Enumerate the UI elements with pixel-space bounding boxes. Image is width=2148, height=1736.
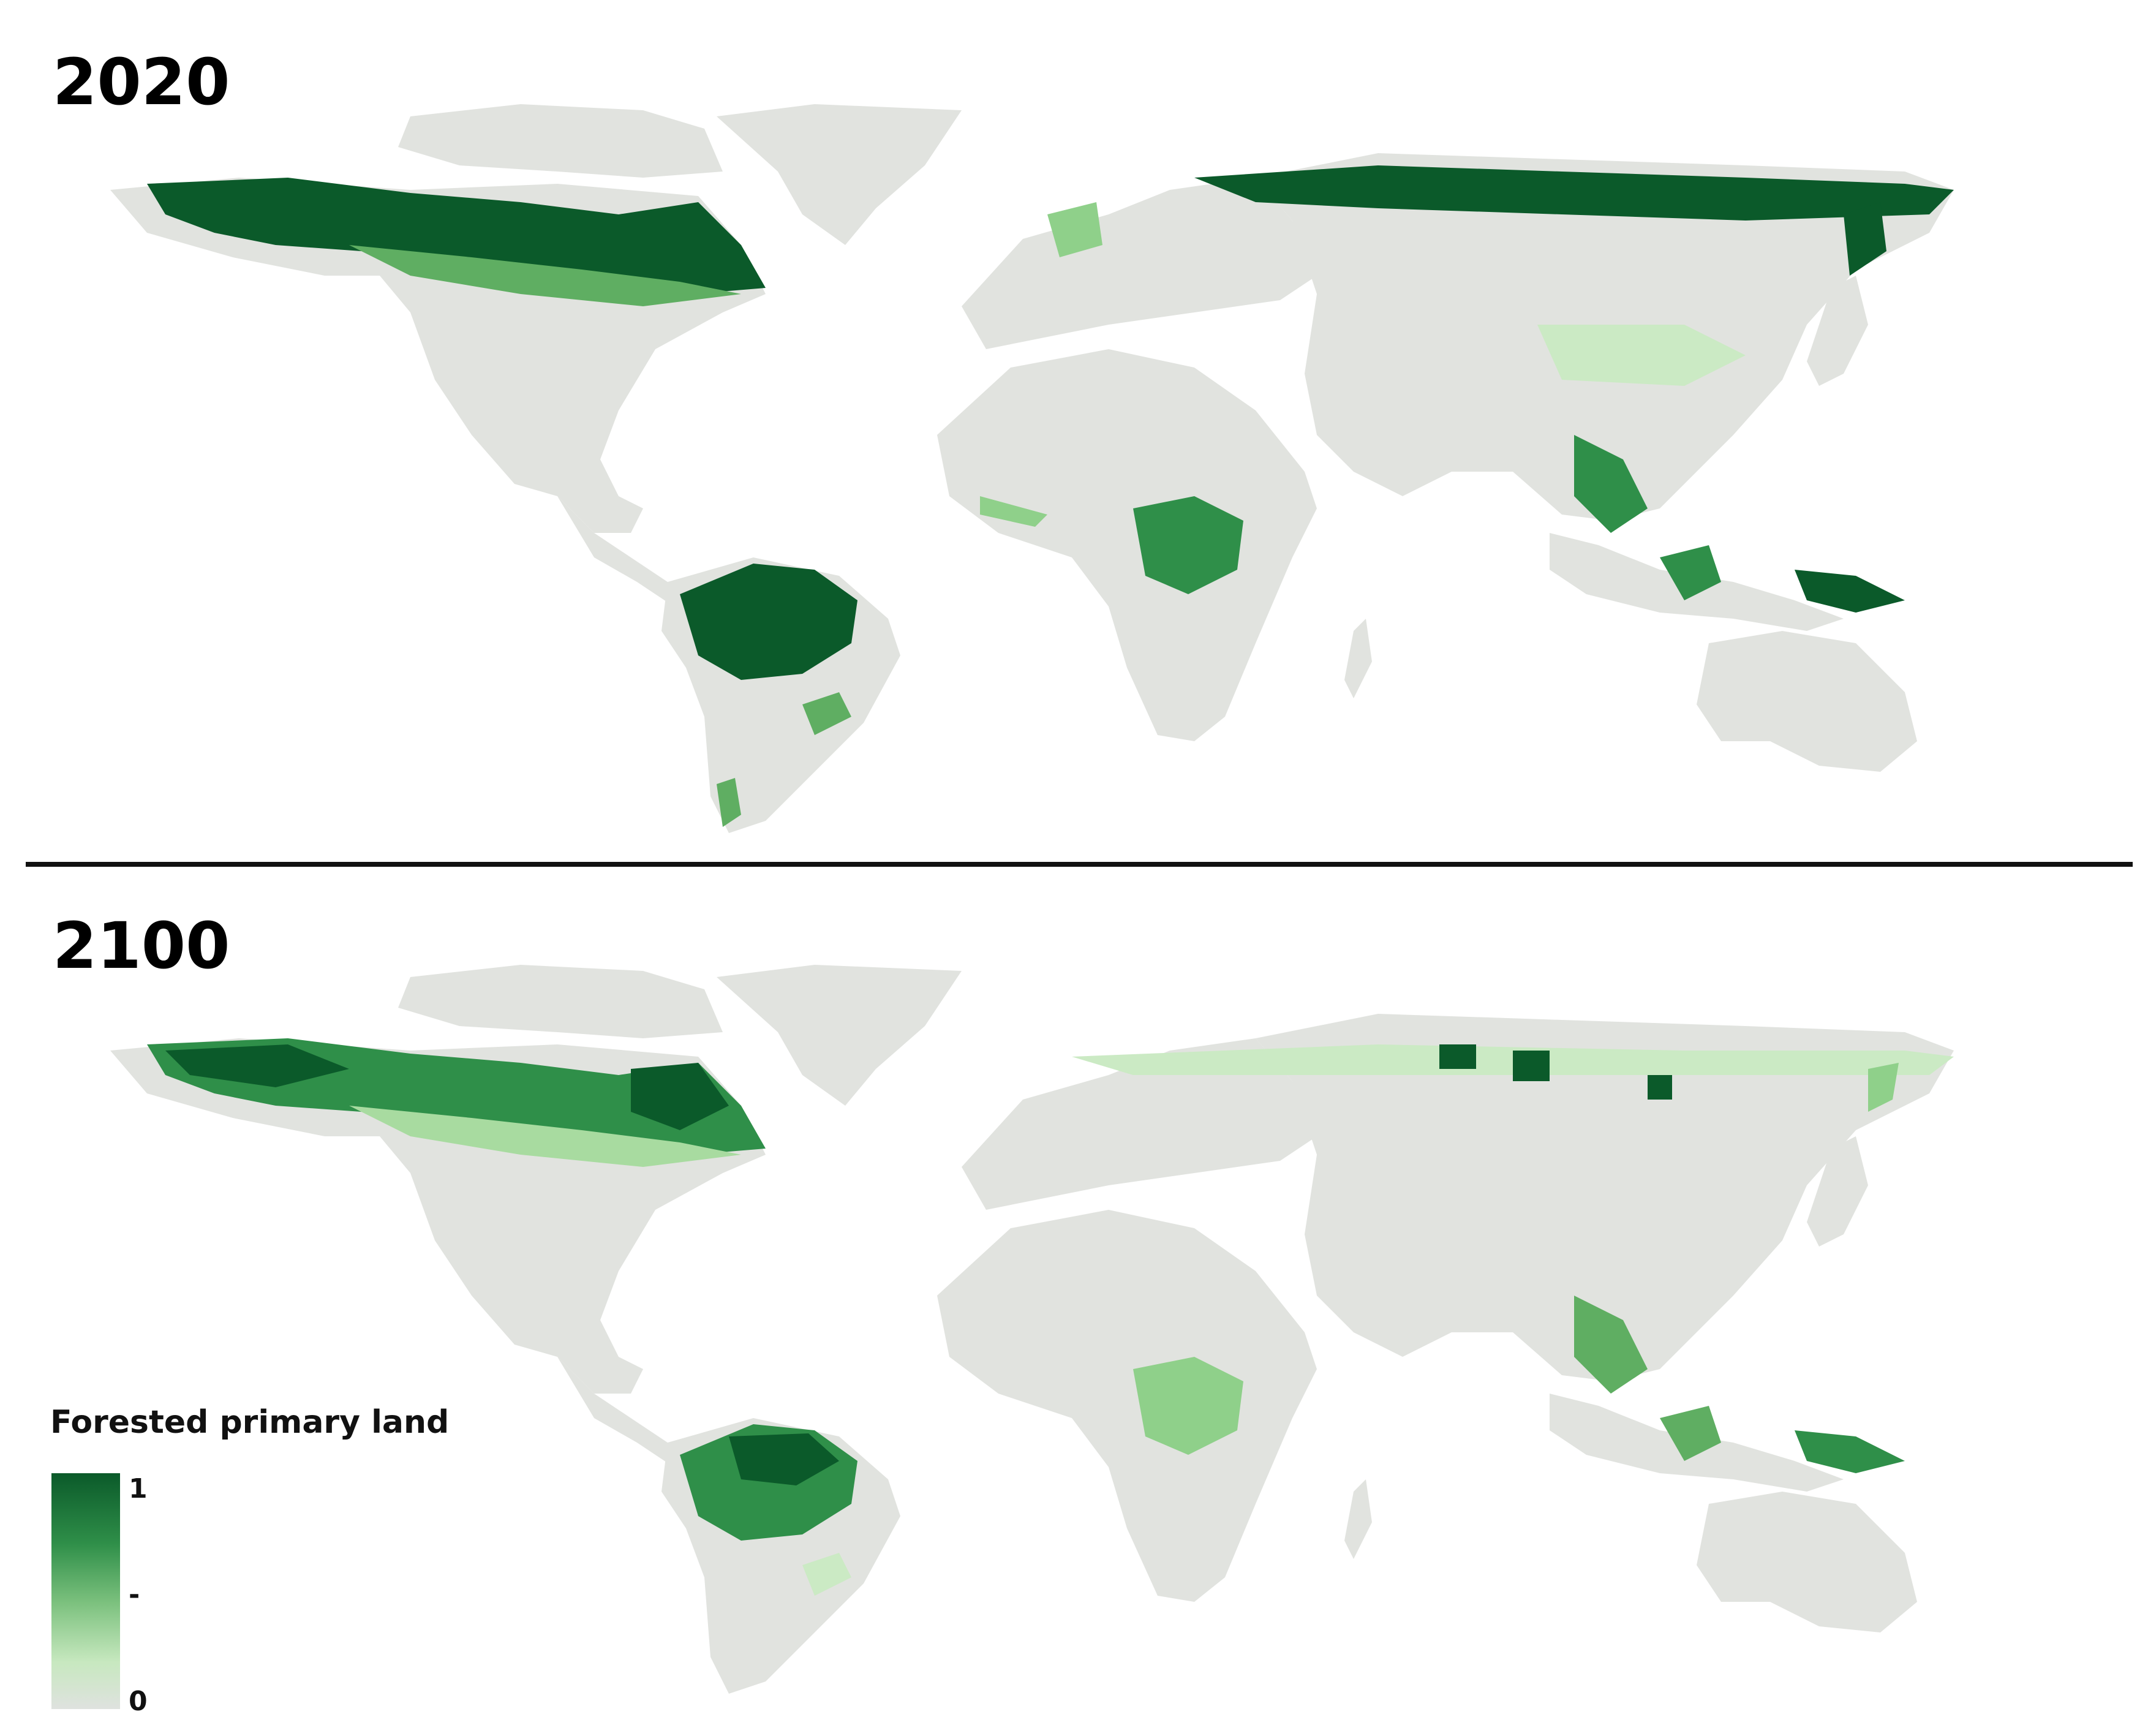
alaska-core	[165, 1044, 349, 1087]
arctic-islands	[398, 965, 723, 1038]
africa	[937, 349, 1317, 741]
legend-tick-mid: -	[129, 1579, 140, 1610]
panel-divider	[26, 862, 2133, 867]
patagonia	[717, 778, 741, 827]
asia	[1256, 1014, 1954, 1381]
west-africa	[980, 496, 1047, 527]
congo	[1133, 496, 1243, 594]
europe	[962, 178, 1317, 349]
atlantic-forest	[802, 1553, 851, 1596]
southeast-asia	[1574, 1296, 1648, 1394]
kamchatka	[1868, 1063, 1899, 1112]
amazon-core	[729, 1433, 839, 1485]
map-2100	[92, 953, 1954, 1706]
japan	[1807, 276, 1868, 386]
world-map-2100	[110, 965, 1954, 1694]
panel-title-2100: 2100	[53, 908, 230, 983]
quebec-core	[631, 1063, 729, 1130]
legend-tick-max: 1	[129, 1473, 148, 1504]
madagascar	[1344, 619, 1372, 698]
scandinavia	[1047, 202, 1102, 257]
new-guinea	[1795, 1430, 1905, 1473]
panel-title-2020: 2020	[53, 45, 230, 119]
legend-tick-min: 0	[129, 1686, 148, 1717]
boreal-north-america	[147, 178, 766, 294]
canada-south-belt	[349, 1106, 741, 1167]
australia	[1697, 631, 1917, 772]
japan	[1807, 1136, 1868, 1247]
greenland	[717, 965, 962, 1106]
legend-title: Forested primary land	[50, 1404, 450, 1441]
central-america	[557, 1357, 692, 1467]
borneo	[1660, 1406, 1721, 1461]
central-america	[557, 496, 692, 606]
europe	[962, 1038, 1317, 1210]
southeast-asia	[1574, 435, 1648, 533]
congo	[1133, 1357, 1243, 1455]
australia	[1697, 1492, 1917, 1632]
atlantic-forest	[802, 692, 851, 735]
east-asia-faint	[1537, 325, 1746, 386]
world-map-2020	[110, 104, 1954, 833]
legend-colorbar	[51, 1473, 120, 1709]
forest-cover-2020	[147, 165, 1954, 827]
amazon	[680, 564, 857, 680]
map-2020	[92, 92, 1954, 845]
forest-cover-2100	[147, 1038, 1954, 1596]
canada-south-belt	[349, 245, 741, 306]
africa	[937, 1210, 1317, 1602]
borneo	[1660, 545, 1721, 600]
greenland	[717, 104, 962, 245]
new-guinea	[1795, 570, 1905, 613]
siberia-patches	[1439, 1044, 1672, 1100]
kamchatka	[1844, 202, 1886, 276]
boreal-eurasia	[1194, 165, 1954, 221]
madagascar	[1344, 1479, 1372, 1559]
arctic-islands	[398, 104, 723, 178]
